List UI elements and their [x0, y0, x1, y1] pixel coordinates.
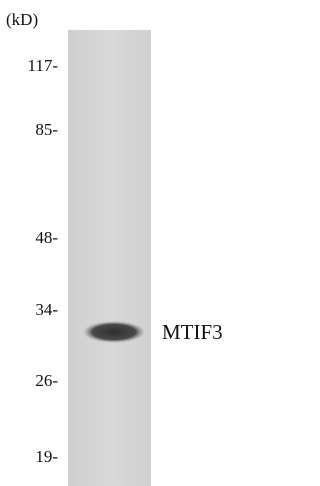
band [83, 321, 145, 343]
marker-label: 48- [35, 228, 58, 248]
marker-label: 85- [35, 120, 58, 140]
unit-label: (kD) [6, 10, 38, 30]
lane [68, 30, 151, 486]
marker-label: 34- [35, 300, 58, 320]
marker-label: 19- [35, 447, 58, 467]
western-blot-figure: (kD) 117- 85- 48- 34- 26- 19- MTIF3 [0, 0, 254, 486]
marker-label: 26- [35, 371, 58, 391]
marker-label: 117- [27, 56, 58, 76]
band-label: MTIF3 [162, 320, 223, 344]
